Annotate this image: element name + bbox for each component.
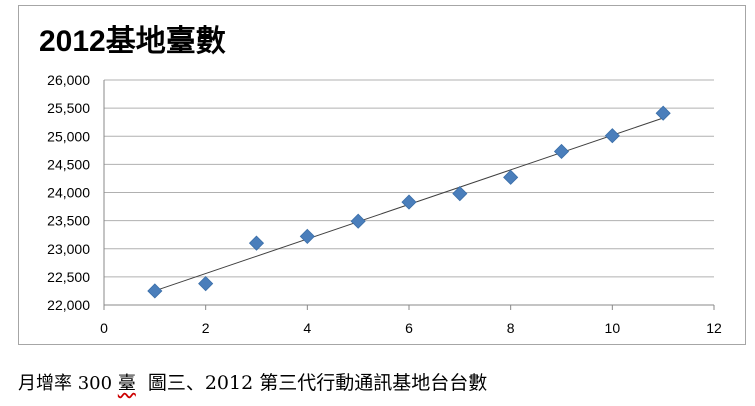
x-tick-label: 12 [706, 320, 722, 336]
y-tick-label: 22,500 [47, 269, 90, 285]
data-point [655, 105, 671, 121]
data-point [198, 276, 214, 292]
x-tick-label: 8 [507, 320, 515, 336]
x-tick-label: 2 [202, 320, 210, 336]
chart-title: 2012基地臺數 [39, 25, 226, 58]
growth-note-prefix: 月增率 300 [18, 373, 118, 394]
data-point [248, 235, 265, 251]
x-tick-label: 10 [605, 320, 621, 336]
y-tick-label: 25,500 [47, 100, 90, 116]
y-tick-label: 24,500 [47, 156, 90, 172]
data-point [452, 186, 468, 202]
data-point [147, 283, 163, 299]
figure-caption: 月增率 300 臺圖三、2012 第三代行動通訊基地台台數 [18, 368, 487, 395]
data-point [401, 194, 417, 210]
y-tick-label: 26,000 [47, 72, 90, 88]
data-point [604, 128, 620, 144]
y-tick-label: 24,000 [47, 185, 90, 201]
y-tick-label: 22,000 [47, 297, 90, 313]
chart-frame: 2012基地臺數 22,000 22,500 23,000 23,500 24,000 2… [18, 5, 746, 345]
data-points [147, 105, 671, 299]
growth-note-unit: 臺 [117, 373, 136, 394]
axes [103, 80, 715, 310]
data-point [553, 143, 570, 160]
figure-caption-text: 圖三、2012 第三代行動通訊基地台台數 [147, 372, 488, 394]
data-point [350, 213, 366, 229]
x-tick-label: 4 [303, 320, 311, 336]
data-point [299, 228, 315, 244]
y-tick-labels: 22,000 22,500 23,000 23,500 24,000 24,500 25,0… [47, 72, 90, 313]
chart-plot: 22,000 22,500 23,000 23,500 24,000 24,500 25,0… [47, 72, 722, 336]
y-tick-label: 23,500 [47, 213, 90, 229]
growth-note: 月增率 300 臺 [18, 373, 136, 394]
x-tick-label: 6 [405, 320, 413, 336]
data-point [503, 169, 519, 185]
y-tick-label: 23,000 [47, 241, 90, 257]
y-tick-label: 25,000 [47, 128, 90, 144]
grid-lines [104, 79, 714, 278]
x-tick-label: 0 [100, 320, 108, 336]
x-tick-labels: 0 2 4 6 8 10 12 [100, 320, 722, 336]
